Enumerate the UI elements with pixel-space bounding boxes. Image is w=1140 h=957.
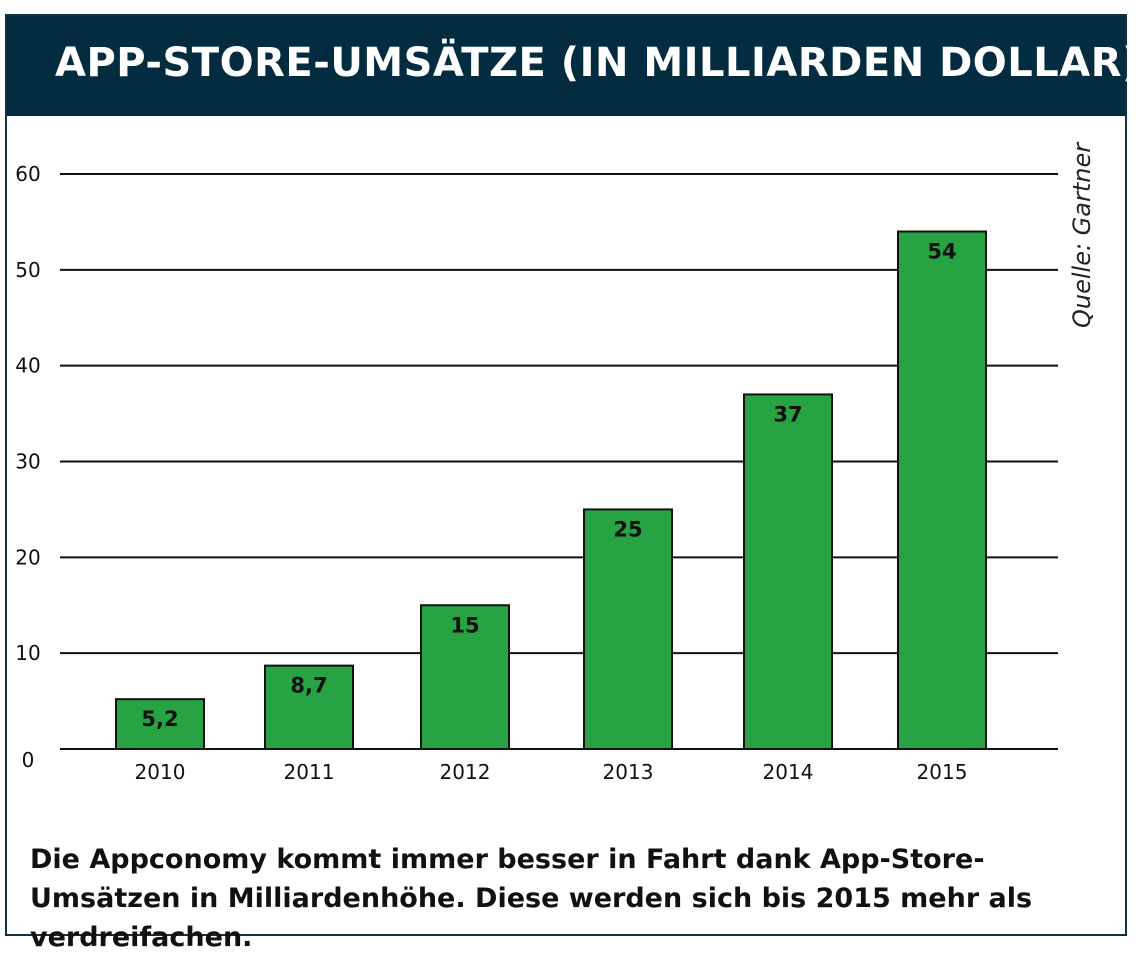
x-tick-label: 2015 — [917, 760, 968, 784]
y-tick-label: 20 — [15, 545, 40, 569]
bar — [264, 664, 354, 750]
x-tick-label: 2012 — [440, 760, 491, 784]
bar-value-label: 54 — [927, 240, 956, 264]
bar — [743, 393, 833, 750]
bar-value-label: 25 — [613, 517, 642, 541]
y-tick-label: 30 — [15, 450, 40, 474]
bar-value-label: 8,7 — [290, 674, 327, 698]
y-tick-label: 0 — [22, 748, 35, 772]
bar-value-label: 5,2 — [141, 707, 178, 731]
y-tick-label: 60 — [15, 162, 40, 186]
x-tick-label: 2011 — [284, 760, 335, 784]
bar-value-label: 15 — [450, 613, 479, 637]
y-tick-label: 50 — [15, 258, 40, 282]
chart-title: APP-STORE-UMSÄTZE (IN MILLIARDEN DOLLAR) — [55, 40, 1140, 86]
y-tick-label: 10 — [15, 641, 40, 665]
bar — [115, 698, 205, 751]
title-bar: APP-STORE-UMSÄTZE (IN MILLIARDEN DOLLAR) — [7, 16, 1140, 116]
bar — [420, 604, 510, 750]
bar — [897, 230, 987, 750]
x-tick-label: 2010 — [135, 760, 186, 784]
x-tick-label: 2014 — [763, 760, 814, 784]
x-tick-label: 2013 — [603, 760, 654, 784]
chart-caption: Die Appconomy kommt immer besser in Fahr… — [30, 844, 1033, 953]
x-axis-ticks: 2010 2011 2012 2013 2014 2015 — [135, 760, 968, 784]
bars: 5,2 8,7 15 25 37 54 — [115, 230, 987, 751]
bar-value-label: 37 — [773, 402, 802, 426]
y-axis-ticks: 0 10 20 30 40 50 60 — [15, 162, 40, 772]
source-note: Quelle: Gartner — [1068, 142, 1096, 328]
bar — [583, 508, 673, 750]
y-tick-label: 40 — [15, 354, 40, 378]
gridlines — [60, 173, 1058, 750]
